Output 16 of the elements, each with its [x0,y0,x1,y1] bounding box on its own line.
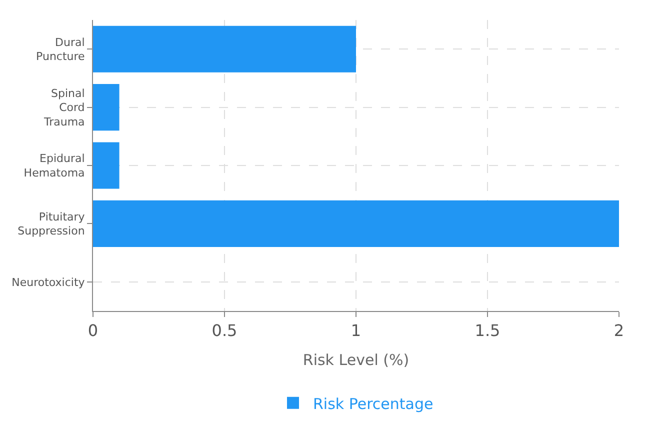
bar [93,200,619,247]
y-tick-label: Neurotoxicity [12,276,86,289]
legend-label: Risk Percentage [313,394,434,413]
y-tick-label: Dural Puncture [36,36,86,64]
x-tick-label: 0 [88,321,98,340]
bar [93,26,356,72]
x-tick-label: 1 [350,321,362,340]
y-tick-label: Pituitary Suppression [18,210,86,238]
x-tick-label: 0.5 [212,321,238,340]
y-tick-label: Epidural Hematoma [24,152,85,180]
bar [93,84,120,131]
x-tick-label: 2 [614,321,624,340]
y-tick-label: Spinal Cord Trauma [43,86,85,128]
x-axis-title: Risk Level (%) [302,351,410,370]
x-tick-label: 1.5 [474,321,500,340]
bar [93,142,120,189]
